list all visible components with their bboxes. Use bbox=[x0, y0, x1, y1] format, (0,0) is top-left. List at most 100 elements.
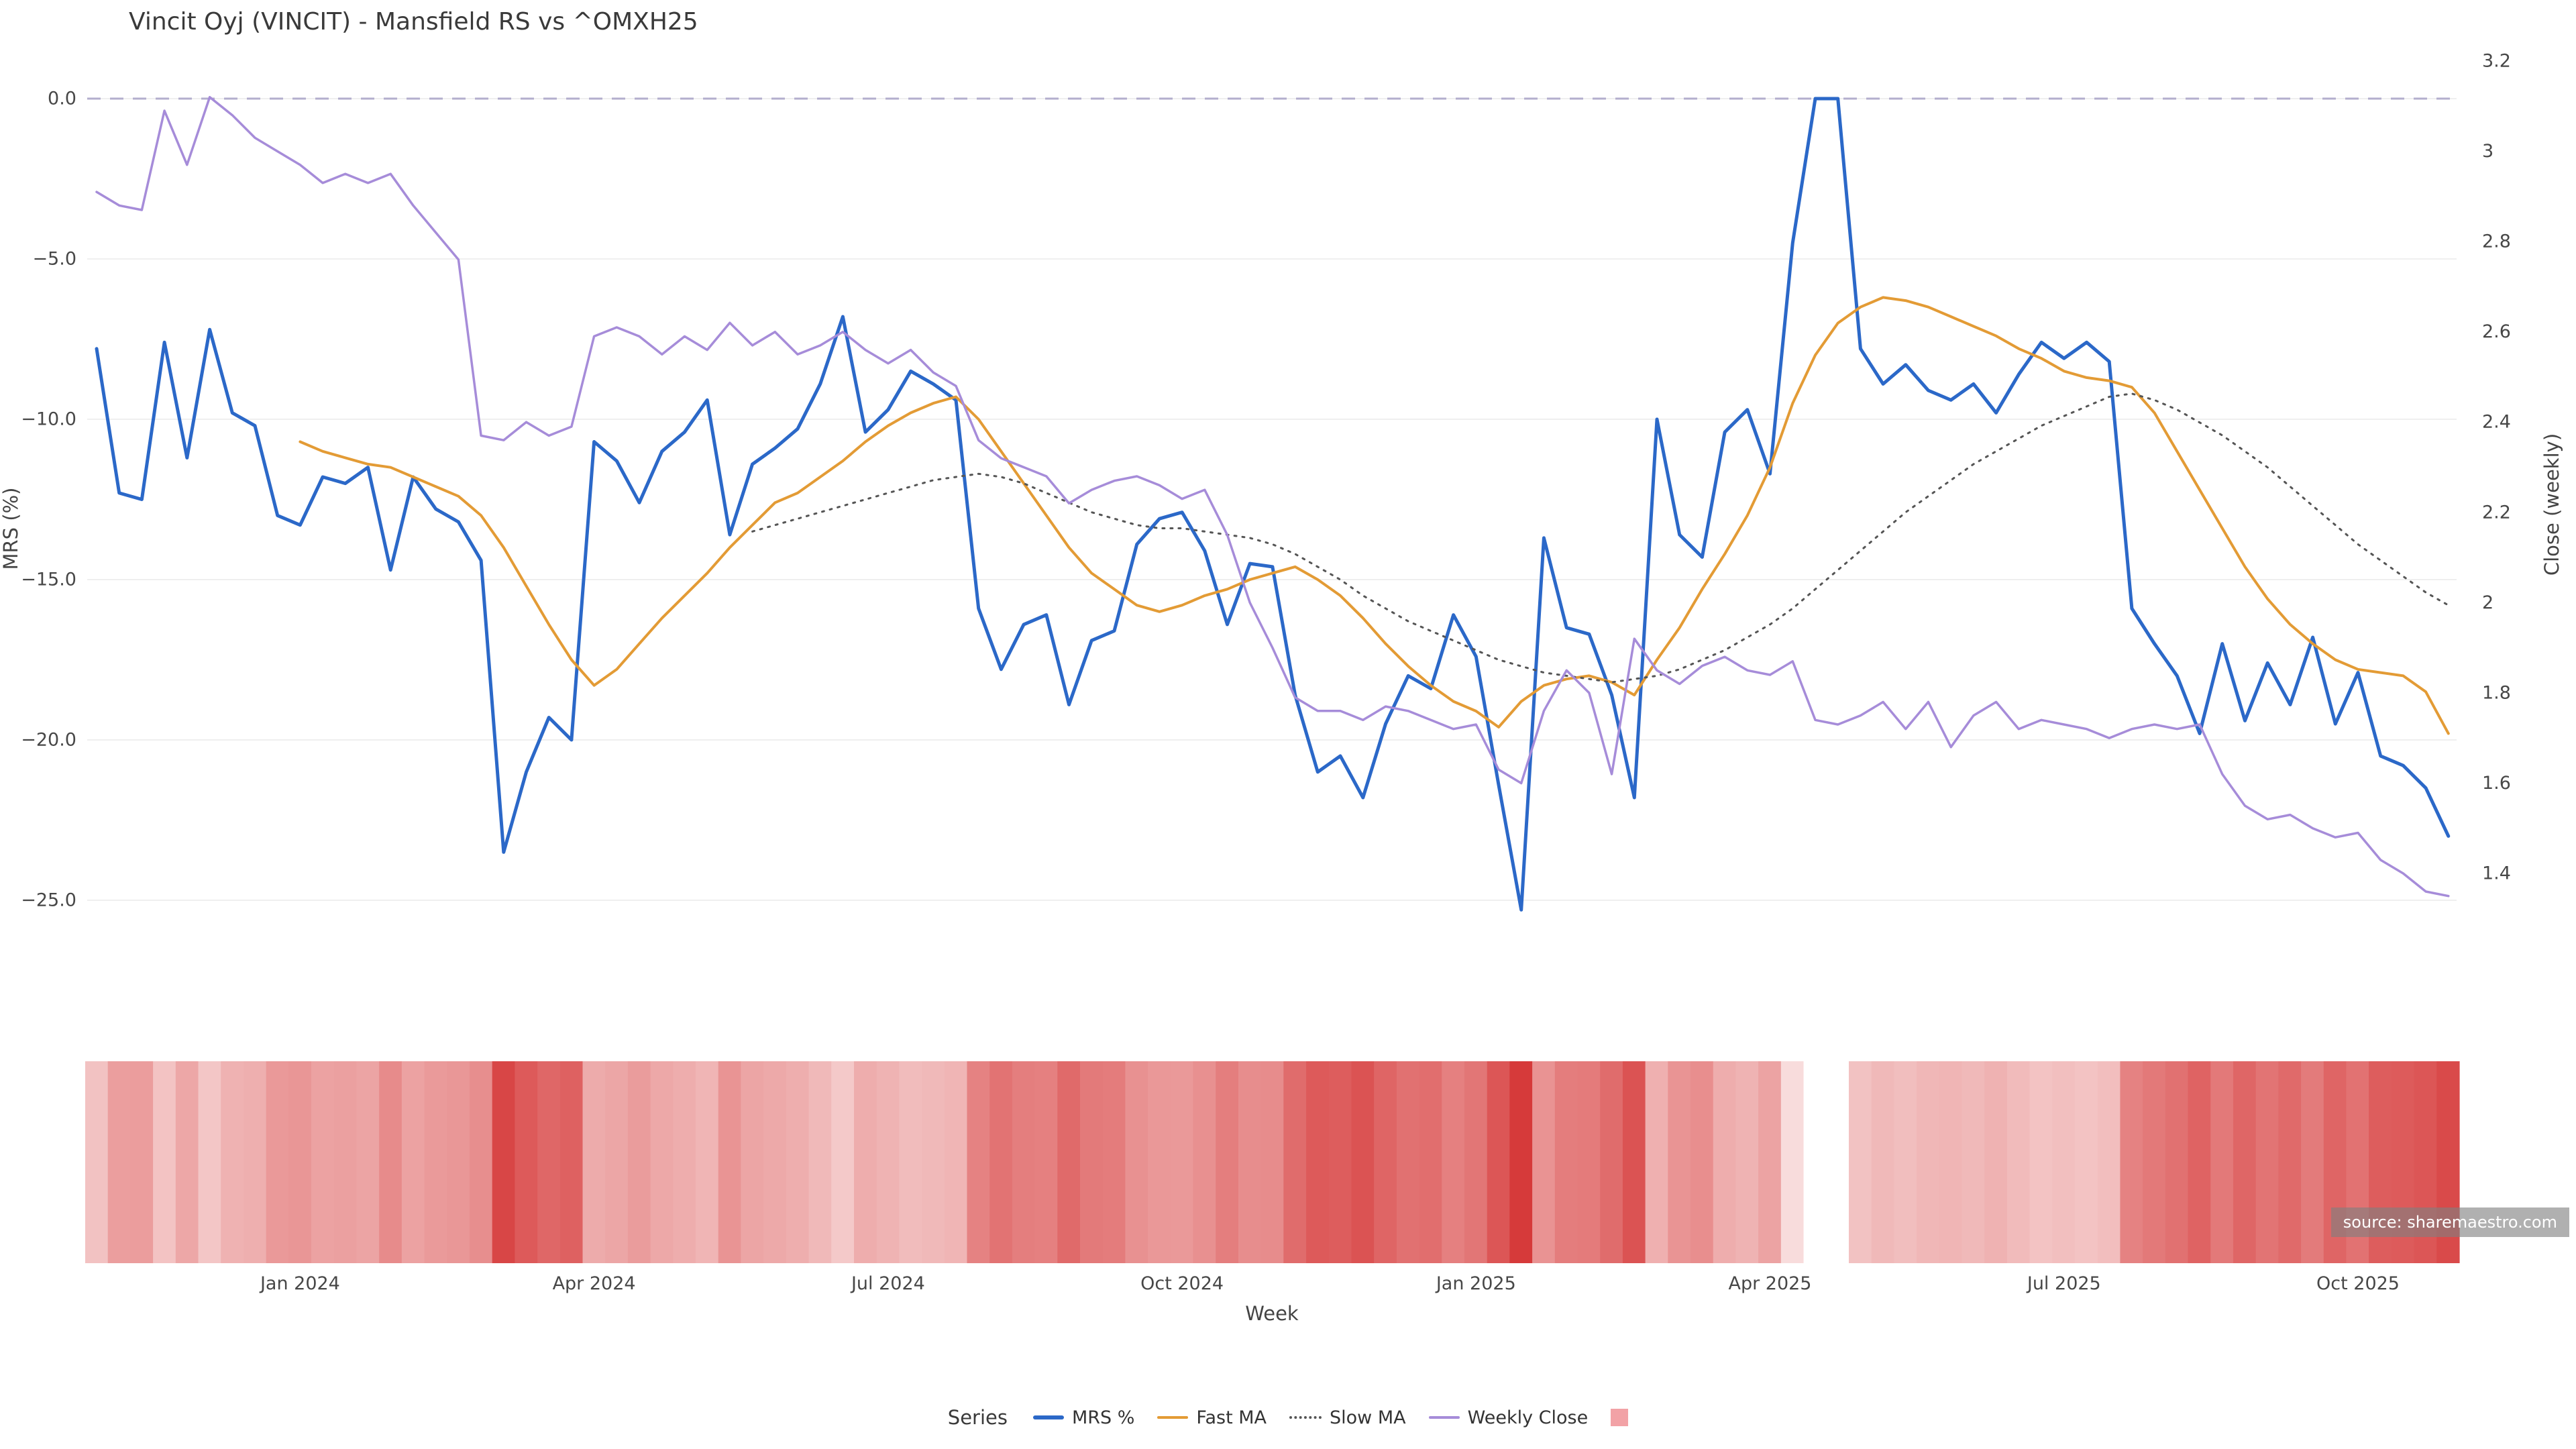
gridlines bbox=[87, 98, 2457, 901]
heatmap-cell bbox=[492, 1061, 515, 1263]
x-tick-label: Jan 2024 bbox=[259, 1273, 340, 1294]
heatmap-cell bbox=[1080, 1061, 1104, 1263]
heatmap-cell bbox=[153, 1061, 176, 1263]
heatmap-cell bbox=[2210, 1061, 2234, 1263]
heatmap-cell bbox=[243, 1061, 267, 1263]
heatmap-cell bbox=[1758, 1061, 1782, 1263]
heatmap-cell bbox=[175, 1061, 199, 1263]
heatmap-cell bbox=[1148, 1061, 1171, 1263]
heatmap-cell bbox=[1283, 1061, 1307, 1263]
heatmap-cell bbox=[1509, 1061, 1533, 1263]
heatmap-cell bbox=[1057, 1061, 1081, 1263]
heatmap-cell bbox=[1216, 1061, 1239, 1263]
x-tick-label: Apr 2024 bbox=[553, 1273, 636, 1294]
heatmap-cell bbox=[1622, 1061, 1646, 1263]
legend-swatch-heatmap bbox=[1611, 1409, 1629, 1426]
heatmap-cell bbox=[673, 1061, 696, 1263]
heatmap-cell bbox=[1012, 1061, 1036, 1263]
series-line-fast-ma bbox=[299, 296, 2450, 735]
legend-swatch-mrs- bbox=[1032, 1415, 1064, 1419]
y-right-tick-label: 1.6 bbox=[2482, 773, 2511, 794]
heatmap-cell bbox=[1713, 1061, 1737, 1263]
heatmap-cell bbox=[650, 1061, 674, 1263]
heatmap-cell bbox=[1939, 1061, 1963, 1263]
y-axis-right-ticks: 3.2 3 2.8 2.6 2.4 2.2 2 1.8 1.6 1.4 bbox=[2482, 51, 2511, 884]
y-right-tick-label: 3 bbox=[2482, 141, 2493, 162]
y-right-tick-label: 3.2 bbox=[2482, 51, 2511, 72]
heatmap-cell bbox=[1803, 1061, 1827, 1263]
heatmap-cell bbox=[763, 1061, 787, 1263]
y-right-tick-label: 2 bbox=[2482, 592, 2493, 613]
heatmap-cell bbox=[1826, 1061, 1849, 1263]
x-tick-label: Apr 2025 bbox=[1728, 1273, 1811, 1294]
x-tick-label: Jan 2025 bbox=[1435, 1273, 1516, 1294]
heatmap-cell bbox=[537, 1061, 561, 1263]
heatmap-cell bbox=[1984, 1061, 2008, 1263]
heatmap-cell bbox=[1034, 1061, 1058, 1263]
y-right-tick-label: 1.8 bbox=[2482, 682, 2511, 703]
heatmap-cell bbox=[1645, 1061, 1668, 1263]
x-tick-label: Jul 2024 bbox=[850, 1273, 925, 1294]
heatmap-cell bbox=[1962, 1061, 1985, 1263]
heatmap-cell bbox=[266, 1061, 289, 1263]
heatmap-cell bbox=[2029, 1061, 2053, 1263]
heatmap-cell bbox=[718, 1061, 742, 1263]
legend-swatch-slow-ma bbox=[1289, 1416, 1322, 1419]
heatmap-cell bbox=[2255, 1061, 2279, 1263]
y-left-tick-label: −25.0 bbox=[21, 890, 76, 911]
heatmap-cell bbox=[944, 1061, 968, 1263]
source-watermark: source: sharemaestro.com bbox=[2330, 1208, 2569, 1237]
heatmap-cell bbox=[1374, 1061, 1397, 1263]
heatmap-cell bbox=[1917, 1061, 1940, 1263]
heatmap-cell bbox=[1193, 1061, 1216, 1263]
x-tick-label: Jul 2025 bbox=[2026, 1273, 2101, 1294]
y-axis-left-ticks: 0.0 −5.0 −10.0 −15.0 −20.0 −25.0 bbox=[21, 89, 76, 911]
heatmap-cell bbox=[2143, 1061, 2166, 1263]
legend-label: MRS % bbox=[1071, 1407, 1135, 1428]
heatmap-cell bbox=[1351, 1061, 1375, 1263]
x-tick-label: Oct 2025 bbox=[2316, 1273, 2400, 1294]
heatmap-cell bbox=[922, 1061, 945, 1263]
legend-item-fast-ma: Fast MA bbox=[1157, 1407, 1267, 1428]
heatmap-cell bbox=[424, 1061, 447, 1263]
legend-swatch-weekly-close bbox=[1428, 1416, 1460, 1419]
legend-title: Series bbox=[947, 1406, 1008, 1429]
chart-title: Vincit Oyj (VINCIT) - Mansfield RS vs ^O… bbox=[129, 8, 698, 36]
heatmap-cell bbox=[831, 1061, 855, 1263]
heatmap-cell bbox=[1102, 1061, 1126, 1263]
heatmap-cell bbox=[1419, 1061, 1442, 1263]
heatmap-cell bbox=[469, 1061, 493, 1263]
heatmap-cell bbox=[605, 1061, 629, 1263]
legend-label: Fast MA bbox=[1196, 1407, 1267, 1428]
legend: Series MRS % Fast MA Slow MA Weekly Close bbox=[0, 1406, 2576, 1429]
heatmap-cell bbox=[2006, 1061, 2031, 1263]
heatmap-cell bbox=[559, 1061, 584, 1263]
heatmap-cell bbox=[1690, 1061, 1714, 1263]
heatmap-cell bbox=[989, 1061, 1013, 1263]
heatmap-cell bbox=[1487, 1061, 1510, 1263]
heatmap-cell bbox=[1464, 1061, 1488, 1263]
heatmap-cell bbox=[1532, 1061, 1556, 1263]
heatmap-cell bbox=[2188, 1061, 2211, 1263]
heatmap-cell bbox=[2165, 1061, 2189, 1263]
legend-swatch-fast-ma bbox=[1157, 1416, 1189, 1419]
series-lines bbox=[95, 96, 2451, 912]
heatmap-cell bbox=[1396, 1061, 1420, 1263]
heatmap-cell bbox=[1260, 1061, 1284, 1263]
heatmap-cell bbox=[1554, 1061, 1578, 1263]
x-axis-ticks: Jan 2024 Apr 2024 Jul 2024 Oct 2024 Jan 2025… bbox=[259, 1273, 2400, 1294]
heatmap-cell bbox=[1125, 1061, 1148, 1263]
heatmap-cell bbox=[786, 1061, 810, 1263]
y-axis-right-title: Close (weekly) bbox=[2540, 433, 2563, 576]
y-left-tick-label: 0.0 bbox=[48, 89, 76, 109]
heatmap-cell bbox=[876, 1061, 900, 1263]
legend-label: Weekly Close bbox=[1467, 1407, 1589, 1428]
legend-item-mrs-: MRS % bbox=[1032, 1407, 1135, 1428]
heatmap-cell bbox=[1238, 1061, 1262, 1263]
heatmap-cell bbox=[1328, 1061, 1352, 1263]
y-left-tick-label: −20.0 bbox=[21, 730, 76, 751]
legend-item-heatmap bbox=[1611, 1409, 1629, 1426]
heatmap-cell bbox=[2097, 1061, 2121, 1263]
